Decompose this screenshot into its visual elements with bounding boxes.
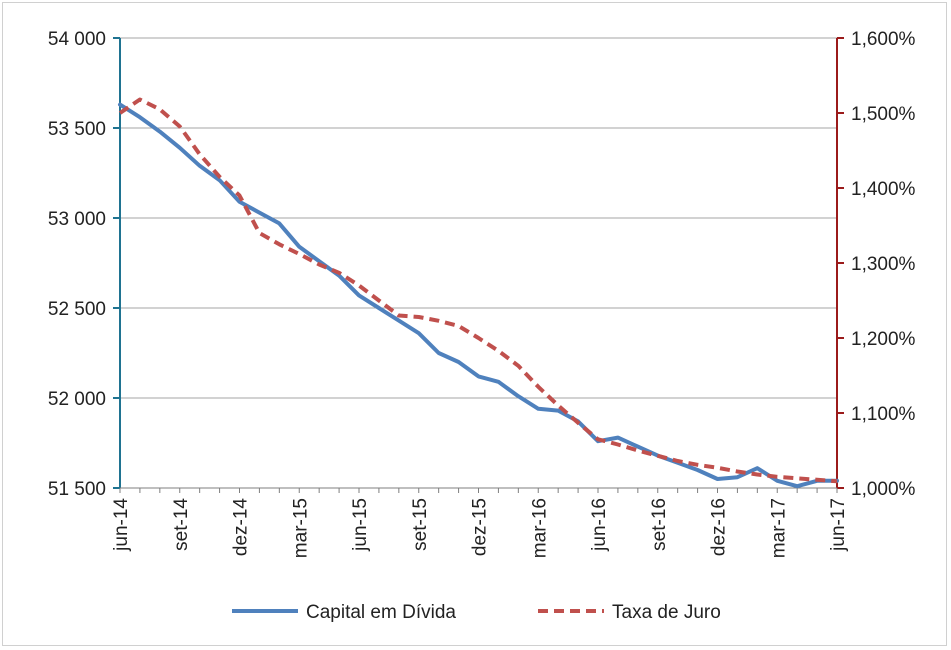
- right-tick-label: 1,200%: [851, 329, 916, 350]
- right-tick-label: 1,600%: [851, 29, 916, 50]
- x-tick-label: dez-14: [231, 498, 252, 557]
- legend-label: Capital em Dívida: [306, 602, 456, 623]
- right-tick-label: 1,500%: [851, 104, 916, 125]
- left-y-axis-ticks: 51 500 52 000 52 500 53 000 53 500 54 000: [48, 29, 120, 500]
- legend-label: Taxa de Juro: [612, 602, 721, 623]
- x-tick-label: dez-16: [709, 498, 730, 556]
- series-line-taxa-de-juro: [118, 97, 838, 484]
- left-tick-label: 52 000: [48, 389, 106, 410]
- x-tick-label: dez-15: [470, 498, 491, 556]
- left-tick-label: 51 500: [48, 479, 106, 500]
- left-tick-label: 52 500: [48, 299, 106, 320]
- x-tick-label: mar-15: [290, 498, 311, 558]
- x-tick-label: set-14: [171, 498, 192, 551]
- right-tick-label: 1,300%: [851, 254, 916, 275]
- x-tick-label: jun-16: [589, 498, 610, 552]
- x-tick-label: jun-14: [111, 498, 132, 552]
- axes: [119, 38, 838, 489]
- x-tick-label: mar-17: [768, 498, 789, 558]
- series-line-capital-em-d-vida: [118, 102, 839, 489]
- x-axis-ticks: jun-14 set-14 dez-14 mar-15 jun-15 set-15 dez-…: [111, 488, 849, 558]
- left-tick-label: 53 500: [48, 119, 106, 140]
- left-tick-label: 54 000: [48, 29, 106, 50]
- series-lines: [118, 97, 839, 489]
- x-tick-label: jun-17: [828, 498, 849, 552]
- x-tick-label: set-16: [649, 498, 670, 551]
- right-tick-label: 1,100%: [851, 404, 916, 425]
- legend: Capital em Dívida Taxa de Juro: [232, 602, 721, 623]
- x-tick-label: mar-16: [529, 498, 550, 558]
- x-tick-label: jun-15: [350, 498, 371, 552]
- right-y-axis-ticks: 1,000% 1,100% 1,200% 1,300% 1,400% 1,500% 1,60…: [837, 29, 916, 500]
- x-tick-label: set-15: [410, 498, 431, 551]
- gridlines: [120, 37, 837, 399]
- left-tick-label: 53 000: [48, 209, 106, 230]
- right-tick-label: 1,000%: [851, 479, 916, 500]
- right-tick-label: 1,400%: [851, 179, 916, 200]
